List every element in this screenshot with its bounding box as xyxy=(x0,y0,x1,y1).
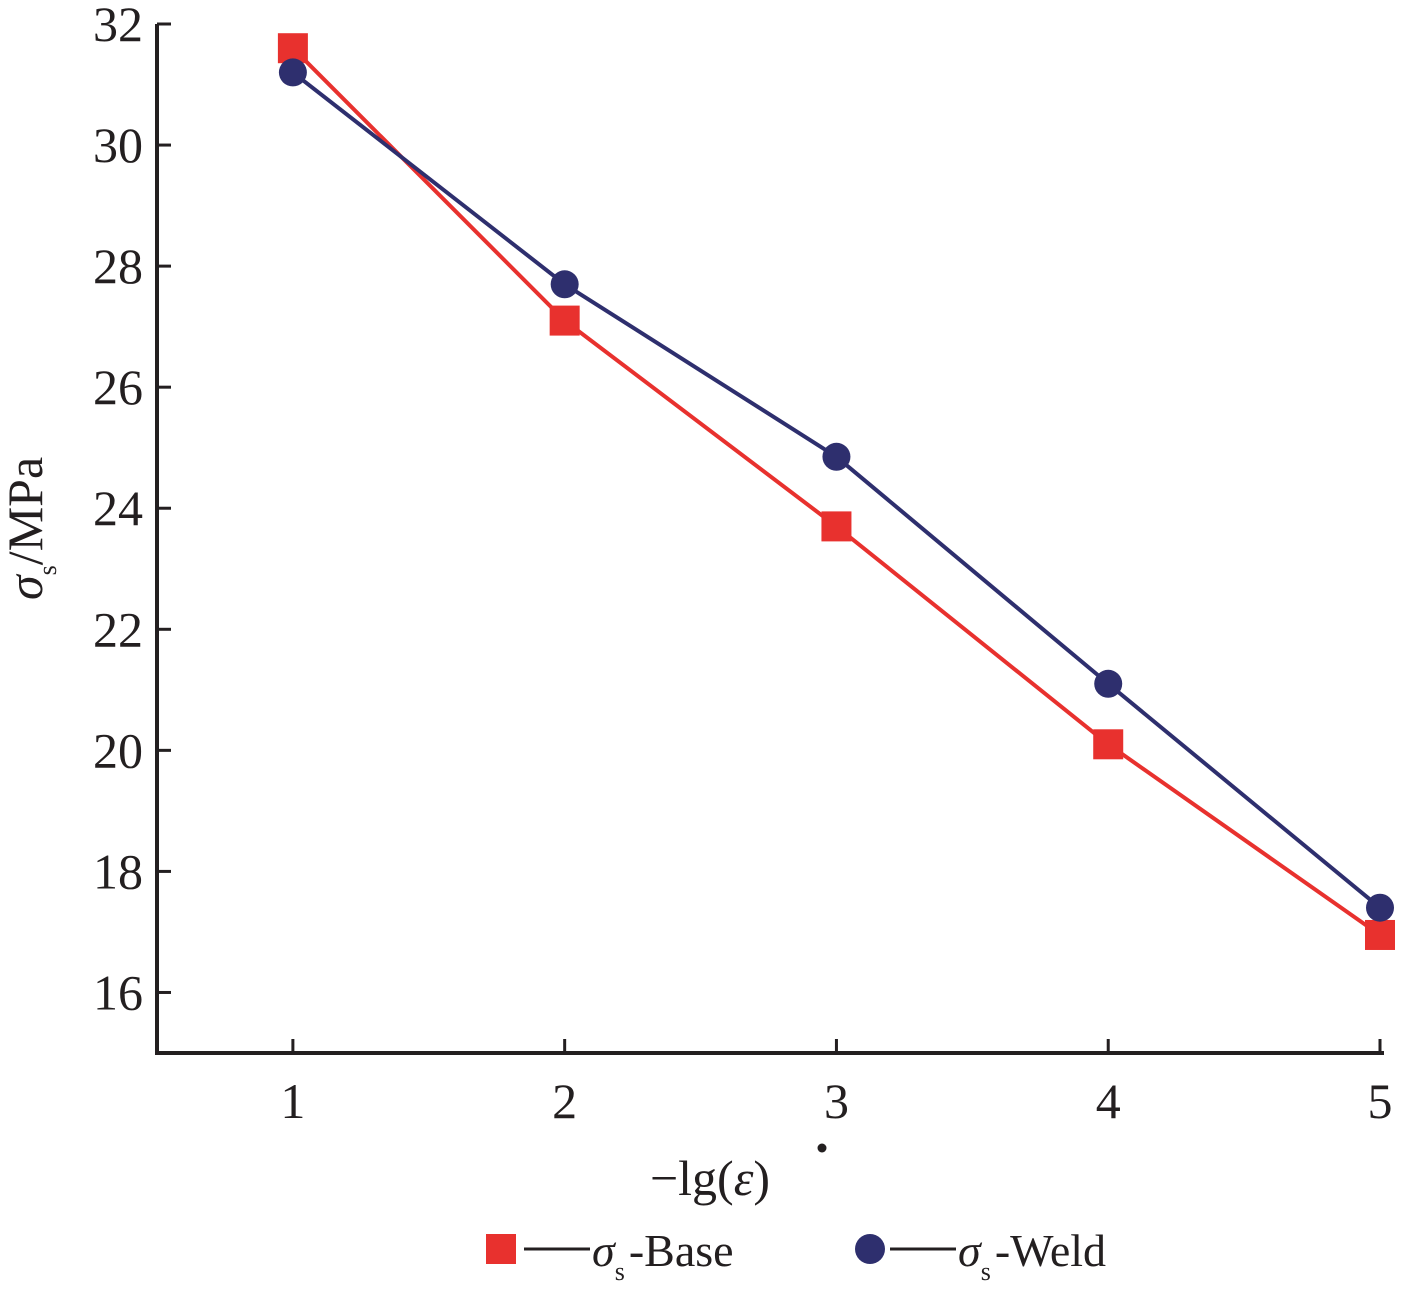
data-point-weld-3 xyxy=(822,442,851,471)
y-axis-title-subscript: s xyxy=(33,565,62,575)
legend-marker-weld xyxy=(855,1234,885,1264)
y-axis-title: σs/MPa xyxy=(0,457,62,600)
x-axis-ticks: 1 2 3 4 5 xyxy=(280,1039,1393,1129)
x-tick-label-2: 2 xyxy=(552,1073,577,1129)
data-point-weld-2 xyxy=(550,270,579,299)
y-tick-label-22: 22 xyxy=(93,601,143,657)
legend-suffix-base: -Base xyxy=(629,1225,734,1276)
data-point-base-2 xyxy=(549,305,580,336)
legend-subscript-base: s xyxy=(615,1257,625,1286)
x-axis-title-symbol: ε xyxy=(734,1150,754,1206)
y-axis-ticks: 16 18 20 22 24 26 28 30 32 xyxy=(93,0,171,1020)
legend-label-weld: σs-Weld xyxy=(958,1225,1106,1286)
y-axis-title-unit: /MPa xyxy=(0,457,53,565)
x-axis-title-dot xyxy=(817,1143,827,1153)
y-tick-label-26: 26 xyxy=(93,359,143,415)
series-markers xyxy=(277,33,1395,950)
legend-subscript-weld: s xyxy=(981,1257,991,1286)
legend-symbol-weld: σ xyxy=(958,1225,983,1276)
data-point-weld-5 xyxy=(1366,893,1394,922)
x-axis-title: −lg(ε) xyxy=(650,1150,770,1206)
data-point-weld-4 xyxy=(1094,669,1123,698)
data-point-base-4 xyxy=(1093,729,1124,760)
y-tick-label-24: 24 xyxy=(93,480,143,536)
x-tick-label-1: 1 xyxy=(280,1073,305,1129)
x-tick-label-3: 3 xyxy=(824,1073,849,1129)
x-tick-label-5: 5 xyxy=(1368,1073,1393,1129)
series-line-base xyxy=(291,46,1382,937)
legend-marker-base xyxy=(486,1234,516,1264)
y-tick-label-18: 18 xyxy=(93,843,143,899)
x-axis-title-prefix: −lg( xyxy=(650,1150,734,1206)
y-tick-label-16: 16 xyxy=(93,964,143,1020)
data-point-base-3 xyxy=(821,511,852,542)
x-axis-title-suffix: ) xyxy=(753,1150,770,1206)
data-point-weld-1 xyxy=(278,58,307,87)
legend-label-base: σs-Base xyxy=(592,1225,734,1286)
legend: σs-Base σs-Weld xyxy=(486,1225,1106,1286)
legend-symbol-base: σ xyxy=(592,1225,617,1276)
series-lines xyxy=(291,46,1382,937)
data-point-base-1 xyxy=(277,33,308,64)
y-tick-label-30: 30 xyxy=(93,117,143,173)
y-tick-label-28: 28 xyxy=(93,238,143,294)
y-tick-label-32: 32 xyxy=(93,0,143,52)
y-tick-label-20: 20 xyxy=(93,722,143,778)
y-axis-title-symbol: σ xyxy=(0,573,53,600)
x-tick-label-4: 4 xyxy=(1096,1073,1121,1129)
data-point-base-5 xyxy=(1365,919,1395,950)
series-line-weld xyxy=(291,70,1382,910)
legend-suffix-weld: -Weld xyxy=(995,1225,1106,1276)
